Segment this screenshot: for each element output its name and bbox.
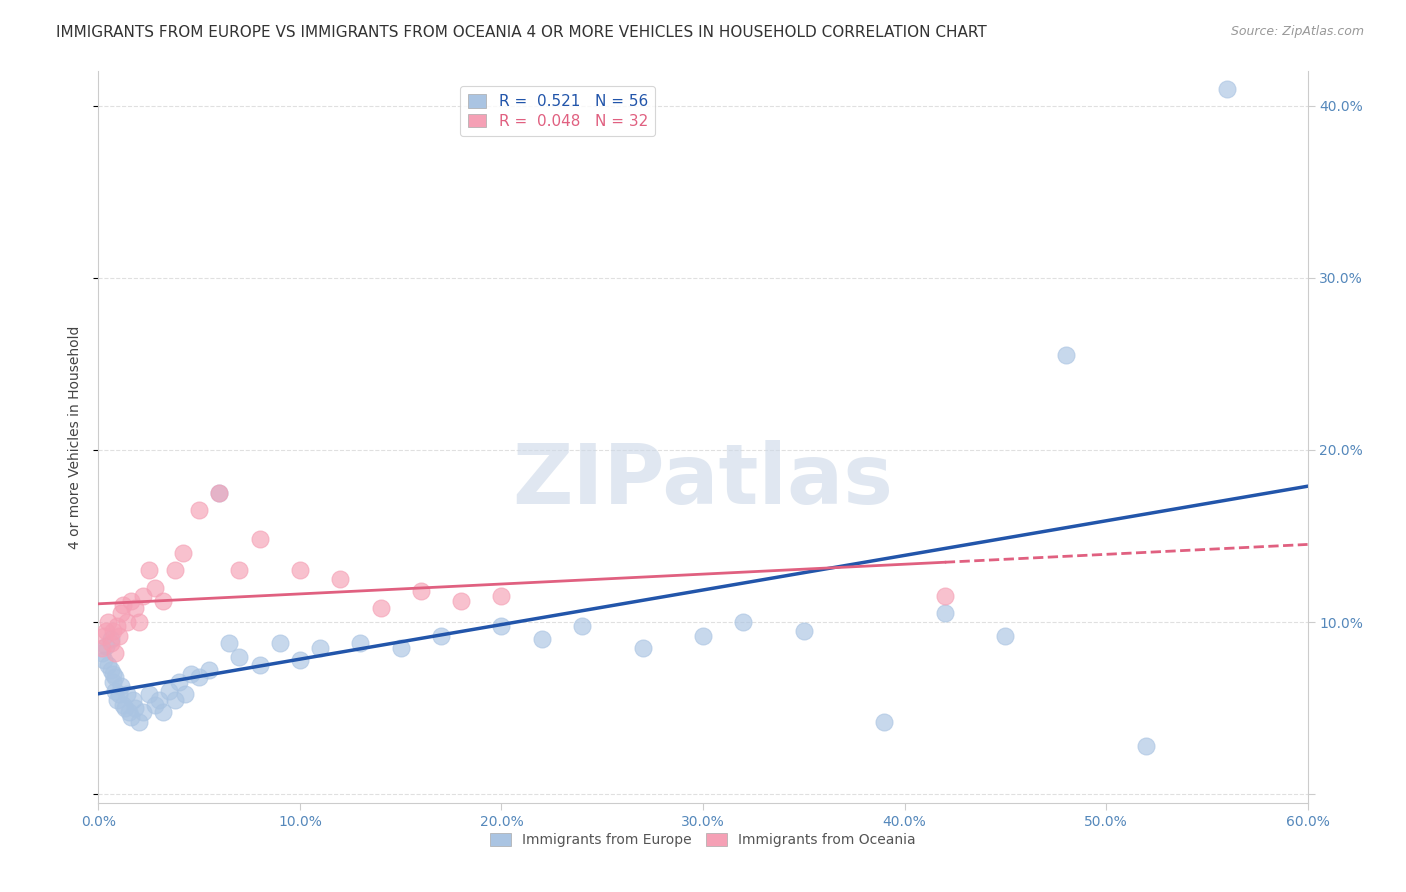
Point: [157, 684, 180, 698]
Point: [934, 607, 956, 621]
Point: [409, 584, 432, 599]
Point: [96, 624, 118, 638]
Point: [100, 663, 122, 677]
Point: [1054, 348, 1077, 362]
Point: [994, 629, 1017, 643]
Point: [793, 624, 815, 638]
Point: [124, 601, 146, 615]
Point: [100, 636, 122, 650]
Point: [430, 629, 453, 643]
Point: [121, 692, 143, 706]
Point: [198, 663, 221, 677]
Point: [96, 639, 118, 653]
Point: [124, 701, 146, 715]
Point: [530, 632, 553, 647]
Point: [288, 564, 311, 578]
Point: [389, 640, 412, 655]
Point: [103, 670, 125, 684]
Point: [249, 533, 271, 547]
Point: [329, 572, 352, 586]
Point: [249, 658, 271, 673]
Point: [110, 607, 132, 621]
Point: [91, 640, 114, 655]
Point: [138, 687, 160, 701]
Point: [631, 640, 654, 655]
Point: [491, 618, 513, 632]
Point: [103, 684, 125, 698]
Point: [1216, 81, 1239, 95]
Point: [188, 503, 211, 517]
Point: [218, 636, 240, 650]
Point: [188, 670, 211, 684]
Point: [118, 705, 141, 719]
Point: [228, 564, 250, 578]
Point: [105, 618, 128, 632]
Point: [120, 594, 142, 608]
Point: [873, 714, 896, 729]
Point: [110, 679, 132, 693]
Point: [103, 646, 125, 660]
Point: [180, 666, 202, 681]
Point: [128, 714, 150, 729]
Text: IMMIGRANTS FROM EUROPE VS IMMIGRANTS FROM OCEANIA 4 OR MORE VEHICLES IN HOUSEHOL: IMMIGRANTS FROM EUROPE VS IMMIGRANTS FRO…: [56, 25, 987, 40]
Point: [93, 653, 115, 667]
Point: [107, 629, 129, 643]
Text: Source: ZipAtlas.com: Source: ZipAtlas.com: [1230, 25, 1364, 38]
Point: [152, 705, 174, 719]
Point: [120, 710, 142, 724]
Point: [101, 666, 124, 681]
Point: [115, 615, 138, 629]
Point: [309, 640, 332, 655]
Point: [148, 692, 170, 706]
Point: [115, 687, 138, 701]
Y-axis label: 4 or more Vehicles in Household: 4 or more Vehicles in Household: [69, 326, 83, 549]
Point: [152, 594, 174, 608]
Point: [349, 636, 371, 650]
Point: [934, 589, 956, 603]
Point: [97, 658, 120, 673]
Point: [93, 629, 115, 643]
Point: [132, 589, 155, 603]
Point: [491, 589, 513, 603]
Point: [114, 701, 136, 715]
Point: [167, 675, 190, 690]
Point: [107, 687, 129, 701]
Legend: Immigrants from Europe, Immigrants from Oceania: Immigrants from Europe, Immigrants from …: [484, 827, 922, 855]
Point: [111, 598, 134, 612]
Point: [143, 698, 166, 712]
Point: [163, 692, 186, 706]
Point: [174, 687, 197, 701]
Text: ZIPatlas: ZIPatlas: [513, 441, 893, 522]
Point: [269, 636, 291, 650]
Point: [128, 615, 150, 629]
Point: [132, 705, 155, 719]
Point: [208, 486, 231, 500]
Point: [208, 486, 231, 500]
Point: [288, 653, 311, 667]
Point: [97, 615, 120, 629]
Point: [1135, 739, 1157, 753]
Point: [692, 629, 714, 643]
Point: [370, 601, 392, 615]
Point: [101, 624, 124, 638]
Point: [100, 632, 122, 647]
Point: [111, 698, 134, 712]
Point: [228, 649, 250, 664]
Point: [172, 546, 194, 560]
Point: [105, 692, 128, 706]
Point: [143, 581, 166, 595]
Point: [571, 618, 593, 632]
Point: [101, 675, 124, 690]
Point: [733, 615, 755, 629]
Point: [450, 594, 472, 608]
Point: [138, 564, 160, 578]
Point: [91, 646, 114, 660]
Point: [163, 564, 186, 578]
